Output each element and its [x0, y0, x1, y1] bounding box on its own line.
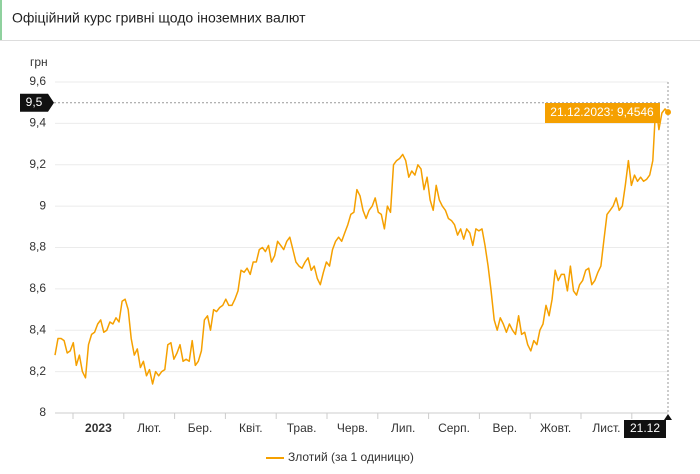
y-tick-label: 8,4 [29, 322, 46, 336]
x-tick-label: 2023 [85, 421, 112, 435]
y-tick-label: 9 [39, 198, 46, 212]
chart-title: Офіційний курс гривні щодо іноземних вал… [12, 10, 306, 26]
x-tick-label: Квіт. [239, 421, 263, 435]
x-tick-label: Лип. [391, 421, 415, 435]
y-tick-label: 8,8 [29, 240, 46, 254]
line [54, 104, 669, 385]
x-tick-label: Бер. [188, 421, 213, 435]
x-tick-label: Жовт. [540, 421, 571, 435]
crosshair-box [20, 93, 54, 112]
legend-label: Злотий (за 1 одиницю) [288, 450, 414, 464]
x-tick-label: Серп. [438, 421, 470, 435]
x-tick-label: Вер. [492, 421, 517, 435]
tooltip-box [545, 103, 660, 123]
y-tick-label: 9,4 [29, 116, 46, 130]
x-tick-label: Лют. [137, 421, 161, 435]
y-tick-label: 8,6 [29, 281, 46, 295]
y-tick-label: 8,2 [29, 364, 46, 378]
hover-dot [665, 109, 671, 116]
y-tick-label: 9,2 [29, 157, 46, 171]
header-accent [0, 0, 2, 40]
y-tick-label: 9,6 [29, 74, 46, 88]
crosshair-label: 9,5 [26, 95, 43, 109]
y-tick-label: 8 [39, 405, 46, 419]
y-axis-label: грн [30, 55, 48, 69]
x-marker-label: 21.12 [630, 421, 660, 435]
tooltip-text: 21.12.2023: 9,4546 [550, 105, 654, 119]
x-tick-label: Черв. [337, 421, 368, 435]
x-marker-box [624, 414, 672, 438]
x-tick-label: Трав. [287, 421, 317, 435]
x-tick-label: Лист. [592, 421, 620, 435]
